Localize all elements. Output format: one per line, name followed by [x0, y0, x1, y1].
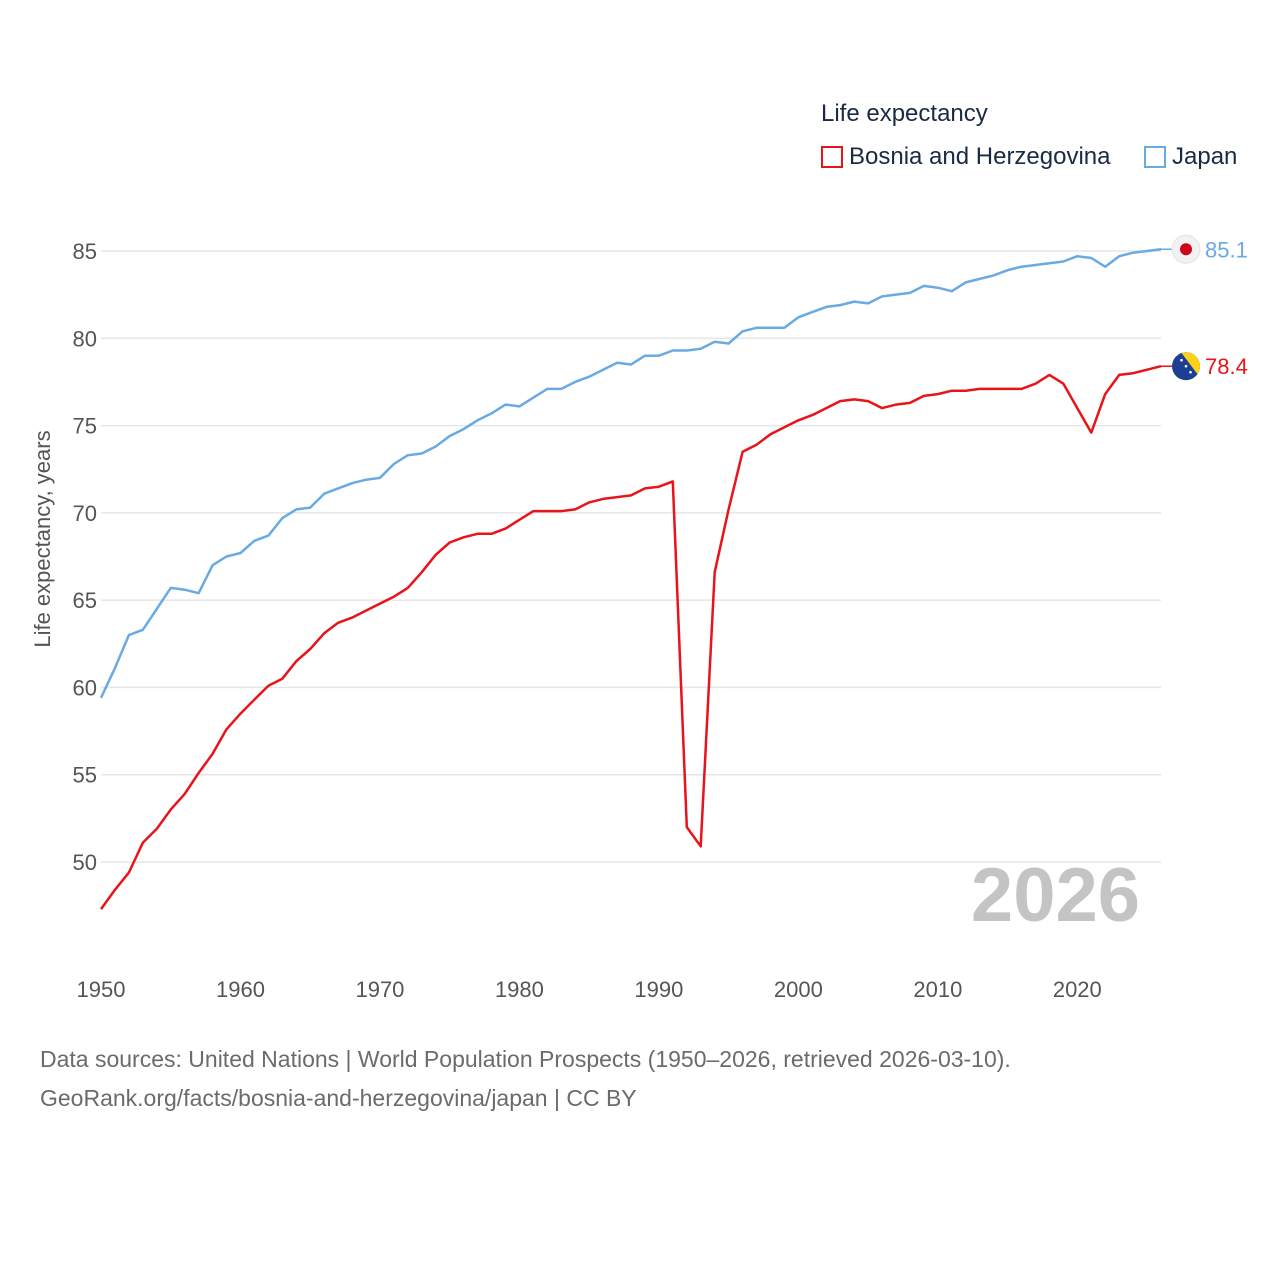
- y-tick-label-65: 65: [73, 588, 97, 613]
- legend-swatch-japan: [1144, 146, 1166, 168]
- bosnia-flag-triangle: [1181, 352, 1200, 381]
- end-value-label-japan: 85.1: [1205, 237, 1248, 262]
- series-line-bosnia: [99, 364, 1162, 910]
- source-note: Data sources: United Nations | World Pop…: [40, 1046, 1011, 1072]
- bosnia-flag-star: [1189, 370, 1192, 374]
- x-tick-label-2000: 2000: [774, 977, 823, 1002]
- japan-flag-disc: [1180, 243, 1192, 256]
- series-line-japan: [99, 248, 1162, 699]
- current-year-watermark: 2026: [971, 853, 1140, 938]
- x-tick-label-1960: 1960: [216, 977, 265, 1002]
- legend-item-bosnia[interactable]: Bosnia and Herzegovina: [821, 143, 1111, 171]
- bosnia-flag-star: [1175, 352, 1179, 356]
- y-tick-label-55: 55: [73, 763, 97, 788]
- x-tick-label-1990: 1990: [634, 977, 683, 1002]
- x-tick-label-1950: 1950: [77, 977, 126, 1002]
- legend-title: Life expectancy: [821, 100, 988, 127]
- y-tick-label-60: 60: [73, 675, 97, 700]
- legend-item-japan[interactable]: Japan: [1144, 143, 1237, 171]
- legend-label-japan: Japan: [1172, 143, 1238, 170]
- y-tick-label-70: 70: [73, 501, 97, 526]
- bosnia-flag-star: [1180, 358, 1183, 362]
- source-url: GeoRank.org/facts/bosnia-and-herzegovina…: [40, 1085, 637, 1111]
- y-tick-label-85: 85: [73, 239, 97, 264]
- end-value-label-bosnia: 78.4: [1205, 354, 1248, 379]
- y-tick-label-80: 80: [73, 326, 97, 351]
- legend-swatch-bosnia: [821, 146, 843, 168]
- x-tick-label-2020: 2020: [1053, 977, 1102, 1002]
- y-tick-label-50: 50: [73, 850, 97, 875]
- bosnia-flag-star: [1193, 376, 1197, 380]
- x-tick-label-1970: 1970: [355, 977, 404, 1002]
- x-tick-label-2010: 2010: [913, 977, 962, 1002]
- legend-label-bosnia: Bosnia and Herzegovina: [849, 143, 1111, 170]
- y-tick-label-75: 75: [73, 414, 97, 439]
- bosnia-flag-star: [1184, 364, 1188, 368]
- x-tick-label-1980: 1980: [495, 977, 544, 1002]
- y-axis-label: Life expectancy, years: [30, 430, 55, 647]
